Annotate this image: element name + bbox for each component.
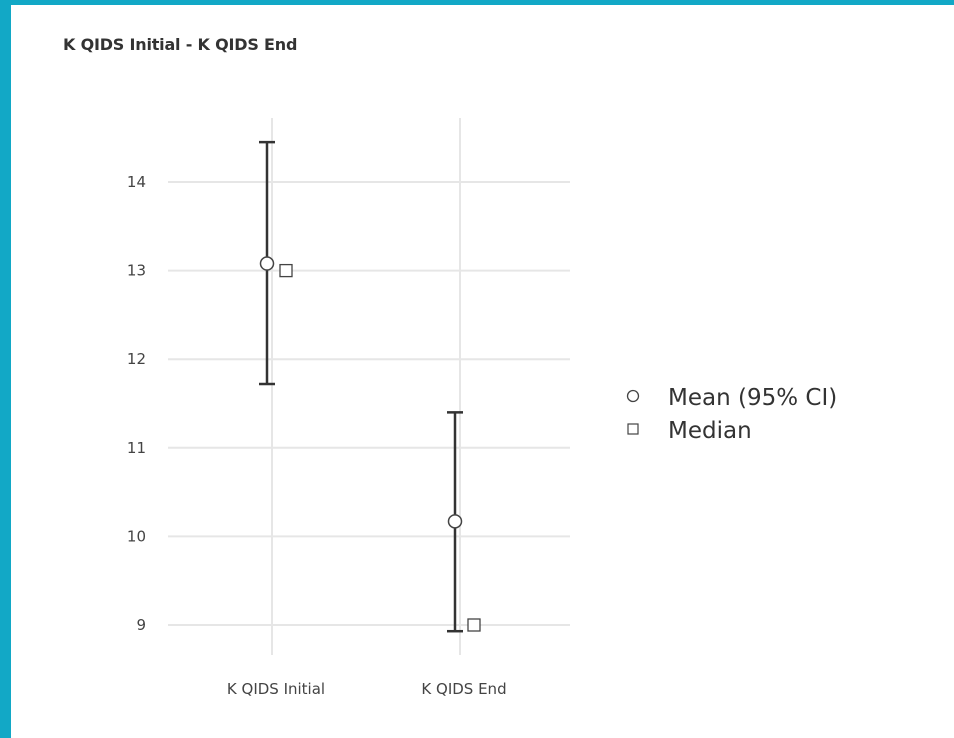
y-tick-label: 9 — [136, 616, 146, 634]
y-tick-label: 14 — [127, 173, 146, 191]
legend-square-icon — [627, 423, 639, 435]
grid-lines — [168, 118, 570, 655]
median-point — [279, 263, 293, 278]
y-axis-ticks: 9 10 11 12 13 14 — [127, 173, 146, 634]
legend-circle-icon — [626, 389, 640, 403]
data-marks — [259, 140, 481, 633]
window-frame-left — [0, 0, 11, 738]
x-tick-label: K QIDS Initial — [227, 680, 325, 698]
y-tick-label: 10 — [127, 527, 146, 545]
chart-title: K QIDS Initial - K QIDS End — [63, 35, 298, 54]
x-tick-label: K QIDS End — [421, 680, 506, 698]
chart-card — [11, 5, 954, 738]
y-tick-label: 12 — [127, 350, 146, 368]
y-tick-label: 13 — [127, 262, 146, 280]
legend-label-median: Median — [668, 418, 752, 444]
legend-label-mean: Mean (95% CI) — [668, 385, 837, 411]
y-tick-label: 11 — [127, 439, 146, 457]
mean-point — [447, 514, 463, 529]
window-frame-top — [0, 0, 954, 5]
legend: Mean (95% CI) Median — [626, 385, 837, 444]
x-axis-ticks: K QIDS Initial K QIDS End — [227, 680, 507, 698]
median-point — [467, 618, 481, 632]
mean-point — [259, 256, 275, 271]
